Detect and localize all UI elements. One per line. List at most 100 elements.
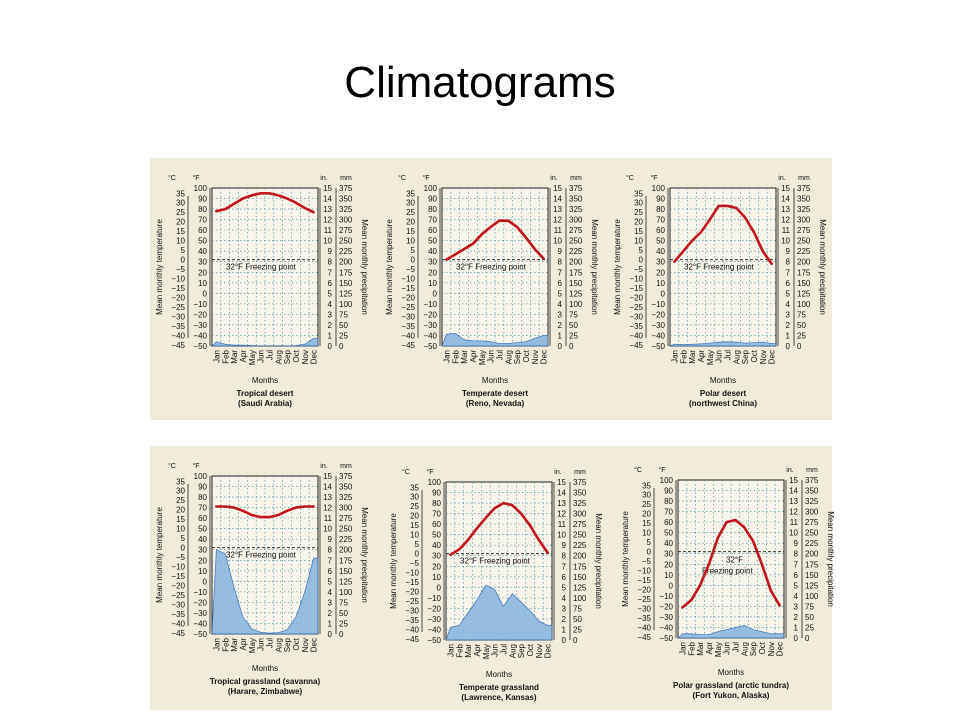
fahrenheit-unit: °F — [192, 462, 199, 470]
inch-tick: 0 — [328, 630, 333, 639]
climatogram-2: 32°F Freezing point100908070605040302010… — [385, 174, 599, 408]
inch-tick: 14 — [789, 487, 798, 496]
celsius-tick: −35 — [405, 616, 419, 625]
inch-unit: in. — [320, 463, 327, 470]
fahrenheit-tick: 0 — [433, 289, 438, 298]
mm-tick: 175 — [797, 268, 811, 277]
celsius-tick: −45 — [629, 341, 643, 350]
celsius-tick: −40 — [401, 331, 415, 340]
fahrenheit-tick: −40 — [423, 331, 437, 340]
fahrenheit-tick: 20 — [428, 268, 437, 277]
fahrenheit-tick: 90 — [198, 195, 207, 204]
fahrenheit-tick: 30 — [656, 258, 665, 267]
celsius-tick: −10 — [171, 563, 185, 572]
inch-tick: 6 — [794, 571, 799, 580]
celsius-tick: −10 — [637, 567, 651, 576]
month-label: Nov — [301, 350, 310, 364]
fahrenheit-tick: 30 — [428, 258, 437, 267]
freezing-label: 32°F Freezing point — [460, 557, 531, 566]
fahrenheit-tick: 80 — [656, 205, 665, 214]
right-axis-title: Mean monthly precipitation — [818, 219, 827, 315]
celsius-tick: 5 — [647, 538, 652, 547]
celsius-unit: °C — [168, 174, 176, 182]
fahrenheit-tick: 90 — [198, 483, 207, 492]
fahrenheit-tick: 50 — [432, 531, 441, 540]
month-label: Jun — [487, 350, 496, 363]
fahrenheit-tick: 0 — [661, 289, 666, 298]
celsius-tick: −15 — [171, 572, 185, 581]
celsius-tick: −25 — [171, 303, 185, 312]
inch-tick: 15 — [789, 476, 798, 485]
mm-tick: 250 — [797, 237, 811, 246]
mm-tick: 200 — [797, 258, 811, 267]
inch-tick: 4 — [786, 300, 791, 309]
celsius-tick: 25 — [410, 502, 419, 511]
temperature-line — [215, 505, 315, 519]
month-label: Feb — [221, 637, 230, 651]
month-label: Oct — [526, 643, 535, 656]
chart-title: Tropical grassland (savanna) — [210, 677, 321, 686]
fahrenheit-tick: −30 — [193, 321, 207, 330]
month-label: Jan — [442, 350, 451, 363]
inch-tick: 0 — [786, 342, 791, 351]
fahrenheit-tick: −10 — [651, 300, 665, 309]
celsius-tick: −45 — [637, 633, 651, 642]
celsius-tick: 20 — [176, 218, 185, 227]
celsius-tick: −25 — [171, 591, 185, 600]
inch-tick: 10 — [781, 237, 790, 246]
inch-tick: 9 — [794, 539, 799, 548]
fahrenheit-tick: 70 — [198, 216, 207, 225]
celsius-tick: −20 — [637, 586, 651, 595]
fahrenheit-tick: −30 — [659, 613, 673, 622]
month-label: Dec — [310, 350, 319, 364]
mm-tick: 150 — [339, 567, 353, 576]
mm-tick: 0 — [573, 636, 578, 645]
mm-tick: 300 — [805, 508, 819, 517]
celsius-tick: 30 — [634, 199, 643, 208]
fahrenheit-tick: −20 — [193, 310, 207, 319]
month-label: Jul — [495, 350, 504, 360]
month-label: Oct — [522, 349, 531, 362]
fahrenheit-tick: 60 — [656, 226, 665, 235]
inch-tick: 7 — [562, 562, 567, 571]
celsius-tick: −20 — [405, 588, 419, 597]
month-label: Feb — [451, 349, 460, 363]
left-axis-title: Mean monthly temperature — [389, 513, 398, 609]
month-label: May — [482, 644, 491, 659]
mm-tick: 225 — [797, 247, 811, 256]
chart-title: Tropical desert — [237, 389, 294, 398]
celsius-tick: 10 — [642, 529, 651, 538]
inch-tick: 9 — [558, 247, 563, 256]
fahrenheit-tick: 80 — [664, 497, 673, 506]
mm-tick: 0 — [339, 630, 344, 639]
celsius-tick: 10 — [176, 525, 185, 534]
month-label: Dec — [540, 350, 549, 364]
celsius-tick: 20 — [642, 510, 651, 519]
celsius-tick: −15 — [171, 284, 185, 293]
celsius-tick: 15 — [176, 227, 185, 236]
fahrenheit-tick: −40 — [427, 625, 441, 634]
mm-tick: 350 — [339, 483, 353, 492]
precipitation-area — [669, 341, 777, 347]
plot-area — [441, 187, 549, 347]
mm-tick: 325 — [569, 205, 583, 214]
inch-tick: 5 — [562, 583, 567, 592]
mm-tick: 225 — [805, 539, 819, 548]
inch-tick: 2 — [562, 615, 567, 624]
fahrenheit-tick: 10 — [428, 279, 437, 288]
fahrenheit-tick: 80 — [428, 205, 437, 214]
inch-tick: 6 — [786, 279, 791, 288]
mm-tick: 250 — [339, 525, 353, 534]
mm-tick: 275 — [339, 514, 353, 523]
mm-tick: 300 — [797, 216, 811, 225]
fahrenheit-tick: 20 — [656, 268, 665, 277]
inch-unit: in. — [778, 175, 785, 182]
celsius-tick: −30 — [629, 313, 643, 322]
fahrenheit-tick: −20 — [659, 602, 673, 611]
month-label: Dec — [310, 638, 319, 652]
fahrenheit-tick: −30 — [423, 321, 437, 330]
celsius-tick: 0 — [647, 548, 652, 557]
fahrenheit-unit: °F — [422, 174, 429, 182]
